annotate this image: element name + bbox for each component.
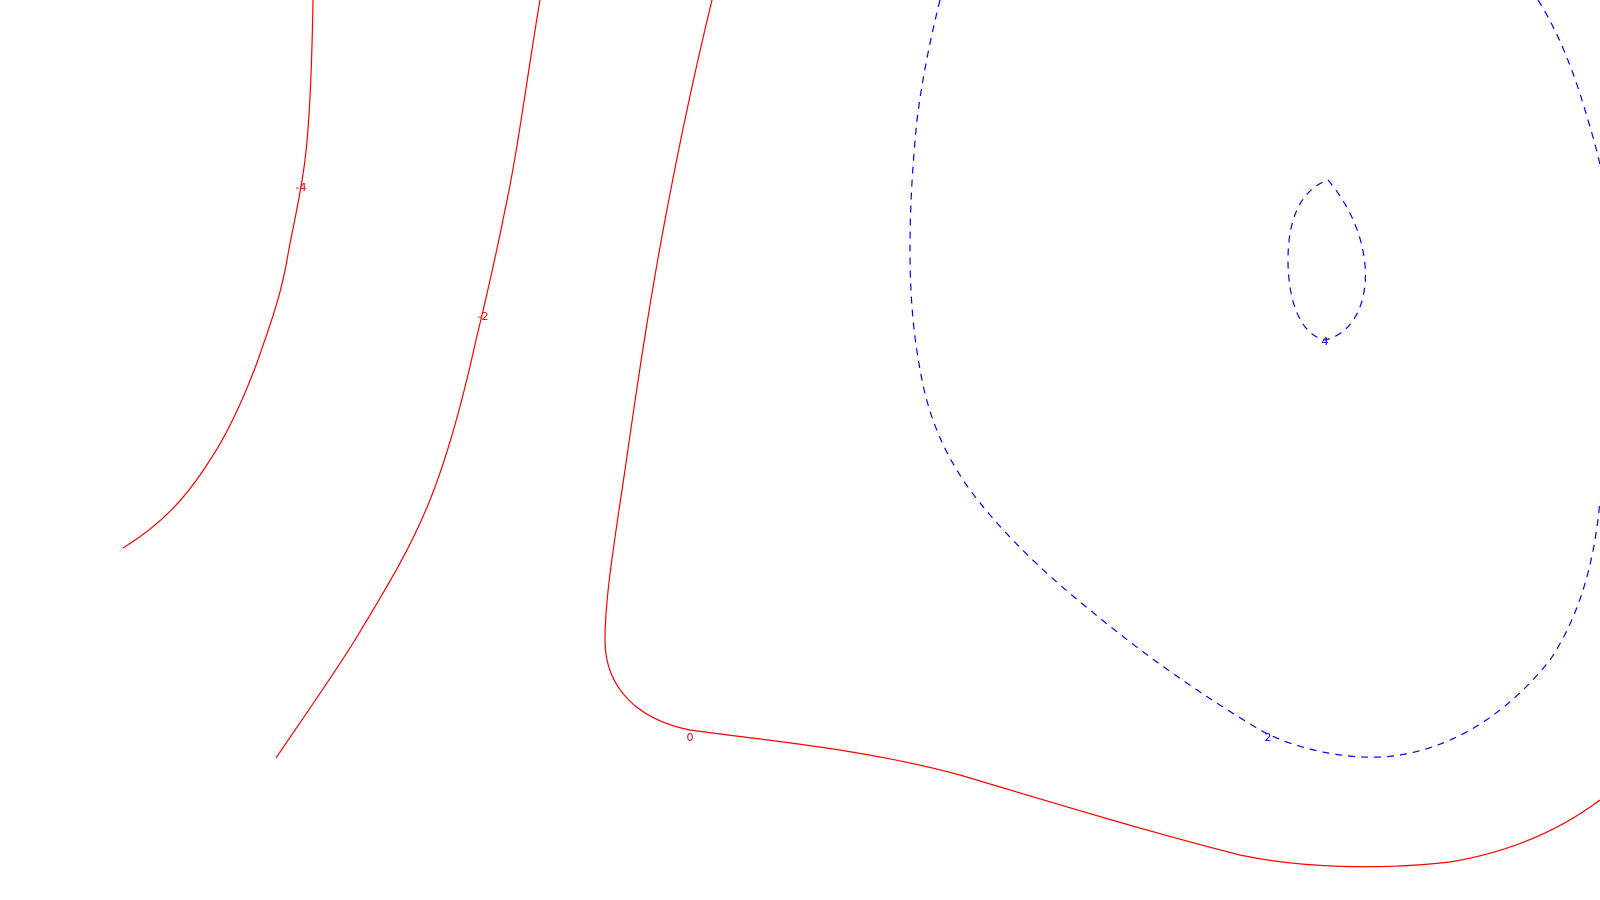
contour-line-level-2 (909, 0, 1600, 758)
contour-line-level-2-top-right (1537, 0, 1600, 166)
contour-label-level-minus-4: -4 (296, 181, 307, 194)
contour-label-level-2: 2 (1265, 731, 1272, 744)
contour-line-level-minus-2 (275, 0, 541, 759)
contour-line-level-minus-4 (122, 0, 314, 549)
contour-label-level-minus-2: -2 (478, 310, 489, 323)
contour-line-level-0 (604, 0, 1600, 868)
contour-label-level-0: 0 (687, 731, 694, 744)
contour-label-level-4: 4 (1322, 335, 1329, 348)
contour-line-level-4 (1287, 179, 1367, 341)
